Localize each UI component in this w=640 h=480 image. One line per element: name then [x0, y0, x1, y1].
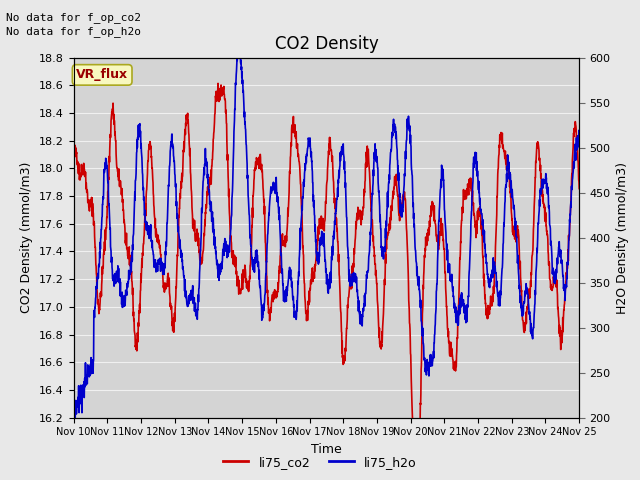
- Text: No data for f_op_co2: No data for f_op_co2: [6, 12, 141, 23]
- Text: No data for f_op_h2o: No data for f_op_h2o: [6, 26, 141, 37]
- Y-axis label: CO2 Density (mmol/m3): CO2 Density (mmol/m3): [20, 162, 33, 313]
- Legend: li75_co2, li75_h2o: li75_co2, li75_h2o: [218, 451, 422, 474]
- Y-axis label: H2O Density (mmol/m3): H2O Density (mmol/m3): [616, 162, 629, 313]
- Title: CO2 Density: CO2 Density: [275, 35, 378, 53]
- X-axis label: Time: Time: [311, 443, 342, 456]
- Text: VR_flux: VR_flux: [76, 68, 128, 82]
